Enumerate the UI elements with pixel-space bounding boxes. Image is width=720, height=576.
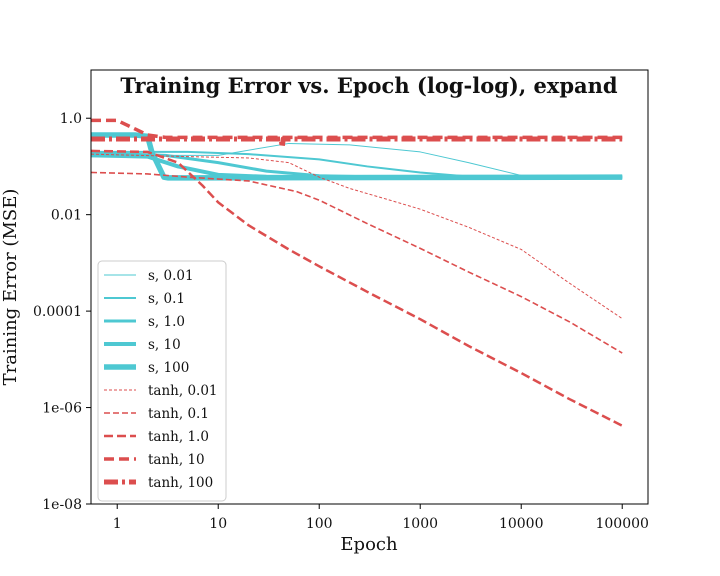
legend-label: s, 100: [148, 360, 189, 376]
plot-frame: [90, 69, 649, 505]
x-tick-label: 10000: [499, 516, 544, 532]
legend-label: s, 10: [148, 337, 181, 353]
legend-label: tanh, 1.0: [148, 429, 209, 445]
y-tick-label: 1.0: [60, 111, 82, 127]
legend: s, 0.01 s, 0.1 s, 1.0 s, 10 s, 100 tanh, 0.01…: [97, 260, 227, 502]
series-line-s-100: [91, 132, 623, 181]
y-tick-label: 1e-06: [42, 401, 82, 417]
x-axis-label: Epoch: [340, 534, 398, 555]
chart-title: Training Error vs. Epoch (log-log), expa…: [120, 73, 617, 98]
series-line-tanh-0-01: [91, 153, 623, 319]
y-tick-label: 1e-08: [42, 497, 82, 513]
series-line-tanh-100: [91, 136, 623, 150]
series-line-tanh-1-0: [91, 149, 623, 427]
legend-label: tanh, 10: [148, 452, 205, 468]
y-axis-label: Training Error (MSE): [0, 189, 21, 386]
legend-label: s, 0.01: [148, 268, 194, 284]
series-line-tanh-0-1: [91, 171, 623, 354]
x-tick-label: 10: [209, 516, 227, 532]
y-tick-label: 0.01: [51, 208, 82, 224]
series-line-tanh-10: [91, 118, 623, 140]
series-layer: [91, 118, 623, 427]
x-tick-label: 1000: [402, 516, 438, 532]
x-tick-label: 1: [113, 516, 122, 532]
x-tick-label: 100: [306, 516, 333, 532]
y-axis: 1e-08 1e-06 0.0001 0.01 1.0: [33, 111, 91, 513]
legend-label: tanh, 0.1: [148, 406, 209, 422]
y-tick-label: 0.0001: [33, 304, 82, 320]
legend-label: s, 1.0: [148, 314, 185, 330]
legend-label: tanh, 100: [148, 475, 213, 491]
x-tick-label: 100000: [595, 516, 648, 532]
legend-label: s, 0.1: [148, 291, 185, 307]
legend-label: tanh, 0.01: [148, 383, 218, 399]
x-axis: 1 10 100 1000 10000 100000: [113, 504, 649, 532]
series-line-s-10: [91, 153, 623, 180]
